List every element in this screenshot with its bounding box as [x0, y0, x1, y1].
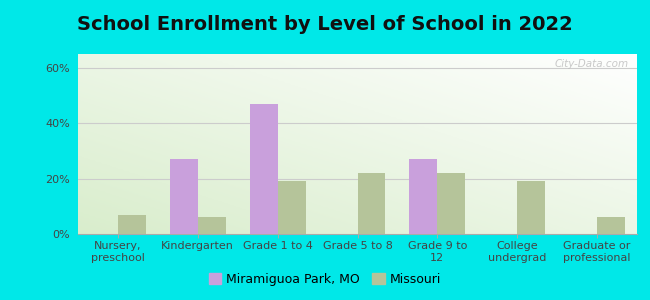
Bar [198, 218, 226, 234]
Bar [170, 159, 198, 234]
Bar [597, 218, 625, 234]
Text: City-Data.com: City-Data.com [554, 59, 629, 69]
Bar [250, 104, 278, 234]
Bar [437, 173, 465, 234]
Bar [517, 182, 545, 234]
Bar [410, 159, 437, 234]
Legend: Miramiguoa Park, MO, Missouri: Miramiguoa Park, MO, Missouri [203, 268, 447, 291]
Bar [358, 173, 385, 234]
Bar [118, 214, 146, 234]
Bar [278, 182, 306, 234]
Text: School Enrollment by Level of School in 2022: School Enrollment by Level of School in … [77, 15, 573, 34]
